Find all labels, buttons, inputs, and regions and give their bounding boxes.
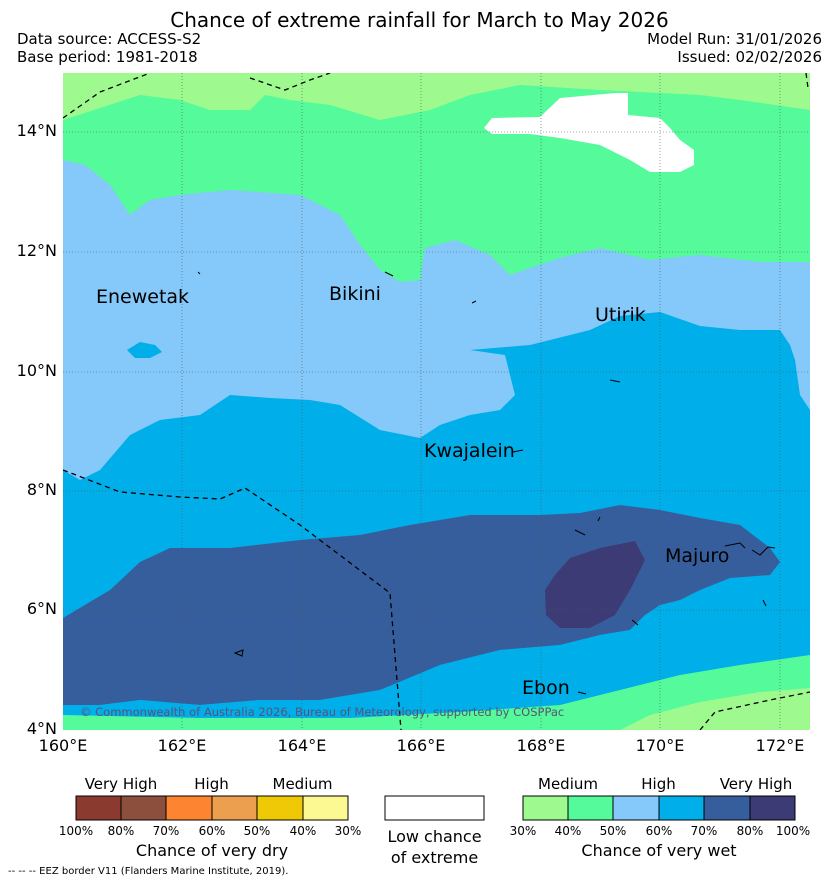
lat-label: 4°N bbox=[26, 719, 57, 738]
wet-40-band-bottom bbox=[63, 655, 810, 730]
lon-label: 172°E bbox=[755, 736, 805, 755]
lon-label: 160°E bbox=[38, 736, 88, 755]
island-label-majuro: Majuro bbox=[665, 545, 730, 567]
legend-wet-percent: 30% bbox=[509, 824, 537, 838]
wet-30-band-bottom bbox=[620, 688, 810, 730]
wet-80-band bbox=[545, 541, 645, 628]
lat-label: 14°N bbox=[16, 121, 57, 140]
wet-30-band-top bbox=[63, 73, 810, 120]
legend-dry-category: Medium bbox=[272, 775, 333, 793]
legend-wet-percent: 70% bbox=[690, 824, 718, 838]
lat-label: 12°N bbox=[16, 241, 57, 260]
lon-label: 168°E bbox=[516, 736, 566, 755]
copyright-notice: © Commonwealth of Australia 2026, Bureau… bbox=[80, 705, 565, 719]
legend-wet-swatch bbox=[522, 795, 569, 821]
island-label-ebon: Ebon bbox=[522, 677, 570, 699]
legend-low-swatch bbox=[384, 795, 485, 821]
lon-label: 170°E bbox=[635, 736, 685, 755]
legend-low-line2: of extreme bbox=[390, 848, 479, 867]
legend-wet-percent: 50% bbox=[599, 824, 627, 838]
lat-label: 10°N bbox=[16, 361, 57, 380]
legend-wet-swatch bbox=[703, 795, 751, 821]
legend-wet-category: Medium bbox=[538, 775, 598, 793]
legend-dry-swatch bbox=[256, 795, 304, 821]
island-label-kwajalein: Kwajalein bbox=[424, 440, 515, 462]
data-source: Data source: ACCESS-S2 bbox=[17, 30, 202, 48]
model-run: Model Run: 31/01/2026 bbox=[647, 30, 822, 48]
lon-label: 164°E bbox=[277, 736, 327, 755]
map-title: Chance of extreme rainfall for March to … bbox=[170, 8, 669, 32]
eez-footnote: -- -- -- EEZ border V11 (Flanders Marine… bbox=[8, 866, 289, 877]
eez-border bbox=[63, 73, 810, 730]
legend-dry-swatch bbox=[75, 795, 122, 821]
legend-dry-percent: 80% bbox=[107, 824, 135, 838]
legend-wet-swatch bbox=[749, 795, 796, 821]
lat-label: 8°N bbox=[26, 480, 57, 499]
legend-dry-percent: 50% bbox=[243, 824, 271, 838]
legend-dry-percent: 70% bbox=[152, 824, 180, 838]
legend-dry-swatch bbox=[120, 795, 167, 821]
wet-60-patch bbox=[127, 342, 162, 358]
legend-wet-percent: 60% bbox=[645, 824, 673, 838]
legend-wet-bar bbox=[522, 795, 796, 821]
island-outlines bbox=[197, 271, 776, 695]
legend-dry-percent: 60% bbox=[198, 824, 226, 838]
lon-label: 162°E bbox=[157, 736, 207, 755]
legend-dry-title: Chance of very dry bbox=[135, 841, 289, 860]
island-label-enewetak: Enewetak bbox=[96, 286, 190, 308]
legend-dry-swatch bbox=[211, 795, 258, 821]
legend-wet-swatch bbox=[567, 795, 614, 821]
legend-wet-percent: 40% bbox=[554, 824, 582, 838]
legend-wet-title: Chance of very wet bbox=[581, 841, 737, 860]
island-label-utirik: Utirik bbox=[595, 304, 646, 326]
legend-wet-percent: 100% bbox=[775, 824, 811, 838]
low-chance-area bbox=[484, 93, 694, 172]
legend-dry-percent: 100% bbox=[58, 824, 94, 838]
legend-dry-percent: 30% bbox=[334, 824, 362, 838]
legend-dry-swatch bbox=[165, 795, 213, 821]
legend-dry-category: Very High bbox=[84, 775, 158, 793]
lon-label: 166°E bbox=[396, 736, 446, 755]
legend-dry-percent: 40% bbox=[289, 824, 317, 838]
legend-wet-percent: 80% bbox=[736, 824, 764, 838]
legend-dry-category: High bbox=[194, 775, 229, 793]
legend-low-line1: Low chance bbox=[387, 827, 482, 846]
base-period: Base period: 1981-2018 bbox=[17, 48, 198, 66]
legend-wet-swatch bbox=[612, 795, 660, 821]
legend-dry-bar bbox=[75, 795, 349, 821]
legend-wet-category: High bbox=[641, 775, 676, 793]
legend-wet-swatch bbox=[658, 795, 705, 821]
issued-date: Issued: 02/02/2026 bbox=[677, 48, 822, 66]
lat-label: 6°N bbox=[26, 599, 57, 618]
island-label-bikini: Bikini bbox=[329, 283, 381, 305]
legend-dry-swatch bbox=[302, 795, 349, 821]
legend-wet-category: Very High bbox=[719, 775, 793, 793]
